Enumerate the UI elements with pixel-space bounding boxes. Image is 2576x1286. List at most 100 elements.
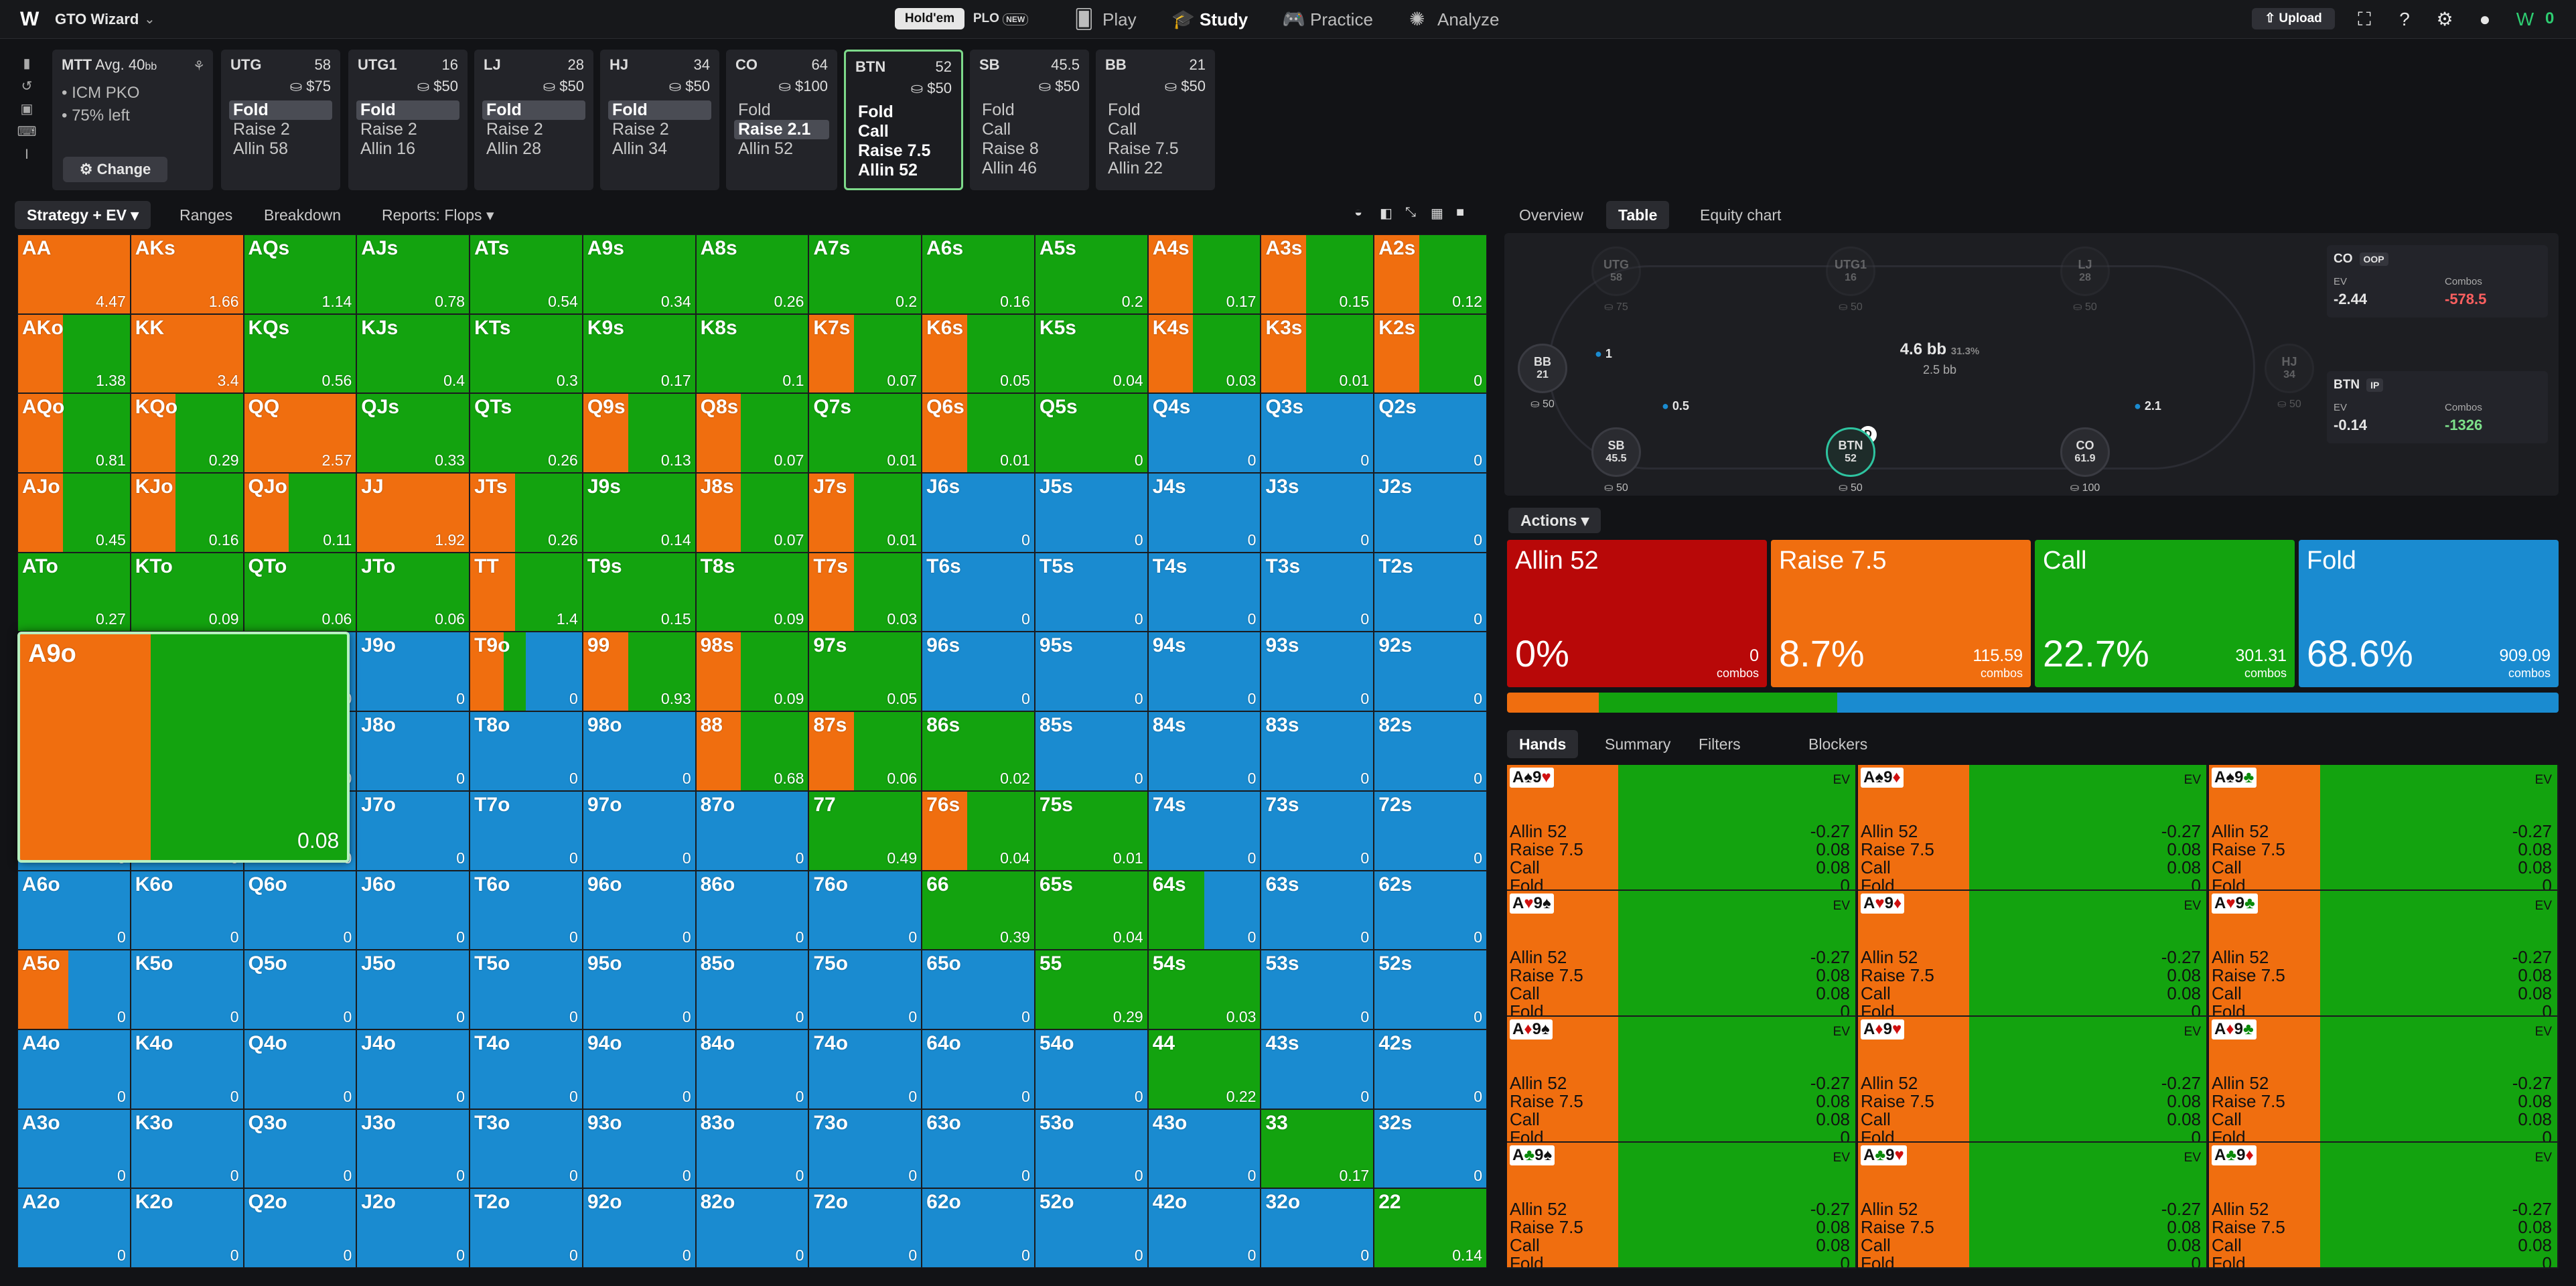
hand-cell[interactable]: KTo 0.09 [130, 552, 244, 632]
hand-cell[interactable]: Q5o 0 [243, 950, 357, 1029]
hand-cell[interactable]: J2o 0 [356, 1188, 470, 1268]
hand-cell[interactable]: 43s 0 [1261, 1029, 1374, 1109]
hand-cell[interactable]: Q7s 0.01 [808, 393, 922, 474]
hand-cell[interactable]: T7s 0.03 [808, 552, 922, 632]
grid-tab-2[interactable]: Breakdown [252, 201, 353, 229]
action-box-1[interactable]: Raise 7.5 8.7% 115.59 combos [1771, 540, 2031, 687]
hand-cell[interactable]: K2o 0 [130, 1188, 244, 1268]
half-box-icon[interactable]: ◧ [1380, 206, 1392, 221]
hand-cell[interactable]: J4o 0 [356, 1029, 470, 1109]
hand-cell[interactable]: 32o 0 [1261, 1188, 1374, 1268]
hand-cell[interactable]: J4s 0 [1147, 473, 1261, 553]
position-card-btn[interactable]: BTN 52 ⛀ $50 Fold Call Raise 7.5 Allin 52 [844, 50, 963, 190]
hand-cell[interactable]: J6o 0 [356, 870, 470, 950]
hand-cell[interactable]: 86o 0 [695, 870, 809, 950]
hand-cell[interactable]: KJs 0.4 [356, 313, 470, 394]
hand-cell[interactable]: 52o 0 [1034, 1188, 1148, 1268]
seat-bb[interactable]: BB 21 [1518, 344, 1567, 393]
hand-cell[interactable]: 53s 0 [1261, 950, 1374, 1029]
hand-cell[interactable]: 98o 0 [582, 711, 696, 791]
action-item[interactable]: Raise 8 [982, 139, 1039, 158]
account-icon[interactable]: ● [2479, 9, 2491, 29]
hand-cell[interactable]: 64s 0 [1147, 870, 1261, 950]
nav-play[interactable]: 🂠 Play [1072, 7, 1137, 32]
hand-cell[interactable]: K3s 0.01 [1261, 313, 1374, 394]
hand-cell[interactable]: A3s 0.15 [1261, 234, 1374, 314]
hand-cell[interactable]: K6o 0 [130, 870, 244, 950]
hand-cell[interactable]: 88 0.68 [695, 711, 809, 791]
combo-cell[interactable]: A♥9♦ EV Allin 52 -0.27 Raise 7.5 0.08 Call 0.08… [1858, 891, 2208, 1017]
hand-cell[interactable]: K6s 0.05 [922, 313, 1035, 394]
wizard-logo-icon[interactable]: W [20, 8, 40, 30]
hand-cell[interactable]: 85s 0 [1034, 711, 1148, 791]
action-item[interactable]: Call [1108, 120, 1137, 139]
hand-cell[interactable]: KTs 0.3 [470, 313, 583, 394]
action-item[interactable]: Allin 34 [612, 139, 667, 158]
hand-tab-1[interactable]: Summary [1605, 735, 1671, 753]
hand-cell[interactable]: AKs 1.66 [130, 234, 244, 314]
hand-cell[interactable]: T2s 0 [1374, 552, 1487, 632]
action-item[interactable]: Call [982, 120, 1011, 139]
hand-cell[interactable]: 52s 0 [1374, 950, 1487, 1029]
action-item[interactable]: Raise 7.5 [858, 141, 931, 160]
action-item[interactable]: Raise 2 [233, 120, 290, 139]
action-item[interactable]: Raise 2.1 [734, 120, 829, 139]
position-card-sb[interactable]: SB 45.5 ⛀ $50 Fold Call Raise 8 Allin 46 [970, 50, 1089, 190]
action-item[interactable]: Fold [858, 102, 893, 121]
hand-cell[interactable]: 63o 0 [922, 1109, 1035, 1189]
hand-cell[interactable]: 96s 0 [922, 632, 1035, 712]
action-item[interactable]: Allin 16 [360, 139, 415, 158]
hand-cell[interactable]: K4s 0.03 [1147, 313, 1261, 394]
hand-cell[interactable]: A6o 0 [17, 870, 131, 950]
hand-cell[interactable]: Q4o 0 [243, 1029, 357, 1109]
hand-cell[interactable]: A5s 0.2 [1034, 234, 1148, 314]
hand-cell[interactable]: 87s 0.06 [808, 711, 922, 791]
hand-cell[interactable]: K4o 0 [130, 1029, 244, 1109]
action-item[interactable]: Allin 28 [486, 139, 541, 158]
action-item[interactable]: Raise 2 [360, 120, 417, 139]
hand-cell[interactable]: 65s 0.04 [1034, 870, 1148, 950]
chevron-down-icon[interactable]: ⌄ [144, 12, 155, 27]
hand-cell[interactable]: 66 0.39 [922, 870, 1035, 950]
hand-cell[interactable]: K9s 0.17 [582, 313, 696, 394]
hand-cell[interactable]: T4s 0 [1147, 552, 1261, 632]
hand-cell[interactable]: K8s 0.1 [695, 313, 809, 394]
hand-cell[interactable]: 83o 0 [695, 1109, 809, 1189]
hand-cell[interactable]: 93s 0 [1261, 632, 1374, 712]
help-icon[interactable]: ? [2399, 9, 2410, 29]
gear-icon[interactable]: ⚙ [2436, 9, 2453, 29]
hand-cell[interactable]: 62s 0 [1374, 870, 1487, 950]
hand-cell[interactable]: T8s 0.09 [695, 552, 809, 632]
action-item[interactable]: Allin 58 [233, 139, 288, 158]
hand-cell[interactable]: J9o 0 [356, 632, 470, 712]
action-box-0[interactable]: Allin 52 0% 0 combos [1507, 540, 1767, 687]
combo-cell[interactable]: A♣9♦ EV Allin 52 -0.27 Raise 7.5 0.08 Call 0.08… [2209, 1143, 2559, 1269]
right-tab-2[interactable]: Equity chart [1700, 206, 1782, 224]
hand-cell[interactable]: 92o 0 [582, 1188, 696, 1268]
app-name[interactable]: GTO Wizard [55, 11, 139, 27]
position-card-lj[interactable]: LJ 28 ⛀ $50 Fold Raise 2 Allin 28 [474, 50, 593, 190]
seat-sb[interactable]: SB 45.5 [1591, 427, 1641, 477]
action-item[interactable]: Raise 7.5 [1108, 139, 1179, 158]
hand-cell[interactable]: 72o 0 [808, 1188, 922, 1268]
hand-cell[interactable]: A8s 0.26 [695, 234, 809, 314]
hand-cell[interactable]: Q4s 0 [1147, 393, 1261, 474]
hand-cell[interactable]: 53o 0 [1034, 1109, 1148, 1189]
hand-cell[interactable]: 94o 0 [582, 1029, 696, 1109]
hand-cell[interactable]: 92s 0 [1374, 632, 1487, 712]
text-icon[interactable]: Ⅰ [25, 147, 29, 162]
game-plo-toggle[interactable]: PLO NEW [967, 8, 1034, 29]
hand-cell[interactable]: A3o 0 [17, 1109, 131, 1189]
hand-cell[interactable]: 72s 0 [1374, 790, 1487, 871]
hand-cell[interactable]: 63s 0 [1261, 870, 1374, 950]
hand-cell[interactable]: 64o 0 [922, 1029, 1035, 1109]
position-card-utg[interactable]: UTG 58 ⛀ $75 Fold Raise 2 Allin 58 [221, 50, 340, 190]
hand-cell[interactable]: 95s 0 [1034, 632, 1148, 712]
hand-cell[interactable]: J6s 0 [922, 473, 1035, 553]
hand-cell[interactable]: 44 0.22 [1147, 1029, 1261, 1109]
hand-cell[interactable]: 54s 0.03 [1147, 950, 1261, 1029]
hand-cell[interactable]: 65o 0 [922, 950, 1035, 1029]
hand-cell[interactable]: T6s 0 [922, 552, 1035, 632]
combo-cell[interactable]: A♥9♣ EV Allin 52 -0.27 Raise 7.5 0.08 Call 0.08… [2209, 891, 2559, 1017]
upload-button[interactable]: ⇧ Upload [2252, 8, 2335, 29]
